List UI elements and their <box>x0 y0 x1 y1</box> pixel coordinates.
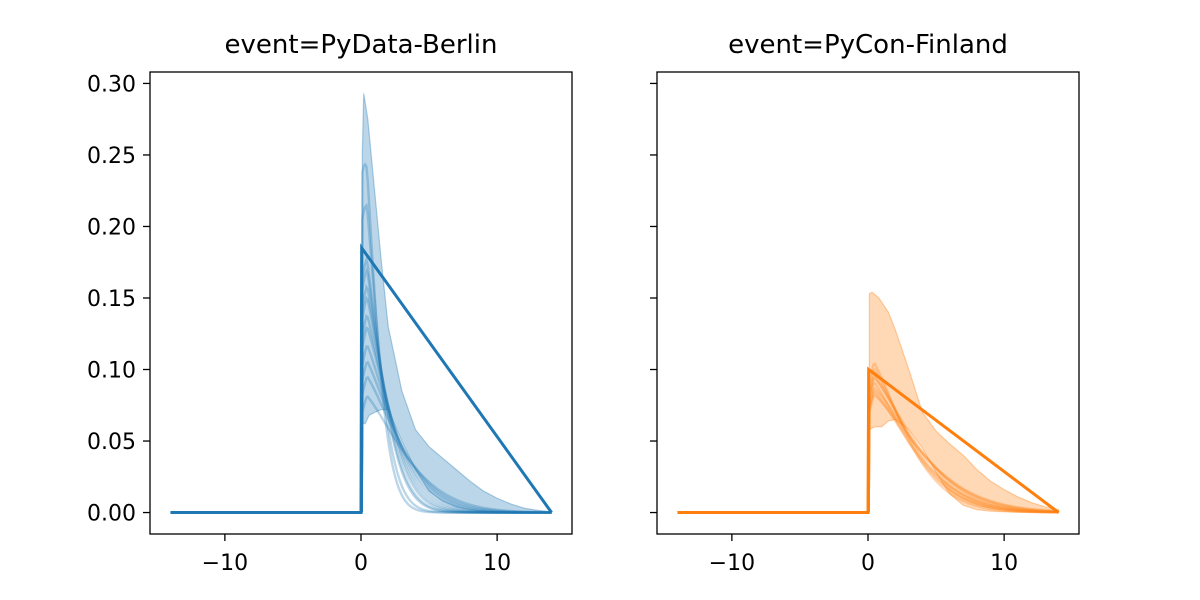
y-tick-label: 0.05 <box>87 430 136 455</box>
mean-line <box>170 243 553 515</box>
x-axis-ticks: −10 0 10 <box>202 534 511 576</box>
sample-line-6 <box>360 313 552 514</box>
axes-frame <box>149 71 573 535</box>
sample-line-2 <box>360 255 552 514</box>
uncertainty-band <box>868 291 1060 514</box>
y-tick-label: 0.20 <box>87 215 136 240</box>
sample-line-5 <box>360 295 552 514</box>
facet-pycon-finland: event=PyCon-Finland −10 0 10 <box>650 30 1080 576</box>
sample-line-0 <box>867 362 1059 514</box>
plot-area <box>677 291 1060 515</box>
x-tick-label: 0 <box>354 551 368 576</box>
y-tick-label: 0.15 <box>87 287 136 312</box>
sample-line-7 <box>867 393 1059 513</box>
sample-line-7 <box>360 326 552 514</box>
axes-frame <box>656 71 1080 535</box>
y-tick-label: 0.10 <box>87 359 136 384</box>
sample-line-9 <box>360 360 552 514</box>
y-axis-ticks <box>650 82 657 514</box>
y-axis-ticks: 0.00 0.05 0.10 0.15 0.20 0.25 0.30 <box>87 72 150 527</box>
facet-title: event=PyCon-Finland <box>728 30 1008 60</box>
sample-line-1 <box>360 202 552 514</box>
x-tick-label: −10 <box>202 551 248 576</box>
sample-line-3 <box>867 376 1059 513</box>
facet-pydata-berlin: event=PyData-Berlin −10 0 10 0.000.050.100… <box>87 30 573 576</box>
x-tick-label: −10 <box>709 551 755 576</box>
sample-line-10 <box>360 375 552 514</box>
sample-line-0 <box>360 162 552 514</box>
x-tick-label: 10 <box>990 551 1018 576</box>
sample-line-4 <box>867 381 1059 514</box>
y-tick-label: 0.00 <box>87 502 136 527</box>
sample-line-6 <box>867 390 1059 514</box>
sample-line-3 <box>360 266 552 514</box>
x-tick-label: 10 <box>483 551 511 576</box>
sample-line-11 <box>360 395 552 514</box>
sample-line-1 <box>867 368 1059 514</box>
x-tick-label: 0 <box>861 551 875 576</box>
mean-line <box>677 366 1060 515</box>
y-tick-label: 0.30 <box>87 72 136 97</box>
plot-area <box>170 93 553 515</box>
sample-line-8 <box>360 345 552 514</box>
sample-line-5 <box>867 386 1059 513</box>
y-tick-label: 0.25 <box>87 144 136 169</box>
facet-title: event=PyData-Berlin <box>225 30 498 60</box>
sample-line-2 <box>867 374 1059 514</box>
x-axis-ticks: −10 0 10 <box>709 534 1018 576</box>
sample-line-4 <box>360 283 552 514</box>
